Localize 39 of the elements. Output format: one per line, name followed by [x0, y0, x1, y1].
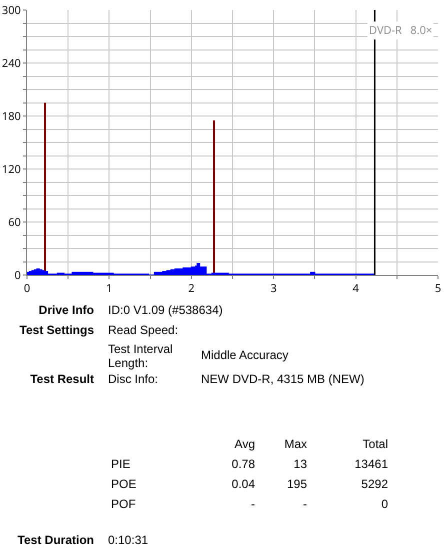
text: Avg — [234, 437, 255, 451]
x-tick-label: 4 — [352, 281, 360, 296]
y-tick-label: 180 — [2, 108, 21, 124]
text: 13461 — [354, 457, 388, 471]
text: Test Result — [30, 372, 94, 386]
text: 0.04 — [232, 477, 255, 491]
text: 0.78 — [232, 457, 255, 471]
text: Test Interval Length: — [108, 342, 174, 370]
x-tick-label: 0 — [24, 281, 30, 296]
x-tick-label: 1 — [106, 281, 112, 296]
text: ID:0 V1.09 (#538634) — [108, 303, 223, 317]
text: Disc Info: — [108, 372, 158, 386]
annotation: DVD-R 8.0× — [369, 23, 432, 38]
text: 195 — [286, 477, 307, 491]
text: Total — [362, 437, 388, 451]
y-tick-label: 120 — [2, 162, 21, 177]
text: POF — [111, 497, 136, 511]
y-tick-label: 60 — [8, 214, 21, 230]
y-tick-label: 300 — [2, 2, 21, 18]
text: Middle Accuracy — [201, 348, 288, 362]
text: NEW DVD-R, 4315 MB (NEW) — [201, 372, 364, 386]
text: - — [303, 497, 307, 511]
text: Read Speed: — [108, 323, 178, 337]
y-tick-label: 240 — [2, 56, 21, 71]
text: 0:10:31 — [108, 533, 148, 547]
text: Test Duration — [18, 533, 94, 547]
text: 5292 — [361, 477, 388, 491]
text: Max — [284, 437, 307, 451]
text: Test Settings — [20, 323, 94, 337]
x-tick-label: 3 — [270, 281, 277, 296]
text: 0 — [381, 497, 388, 511]
text: 13 — [294, 457, 307, 471]
text: PIE — [111, 457, 130, 471]
text: - — [251, 497, 255, 511]
x-tick-label: 5 — [434, 281, 442, 296]
x-tick-label: 2 — [188, 281, 195, 296]
y-tick-label: 0 — [14, 268, 21, 283]
text: POE — [111, 477, 136, 491]
text: Drive Info — [38, 303, 94, 317]
